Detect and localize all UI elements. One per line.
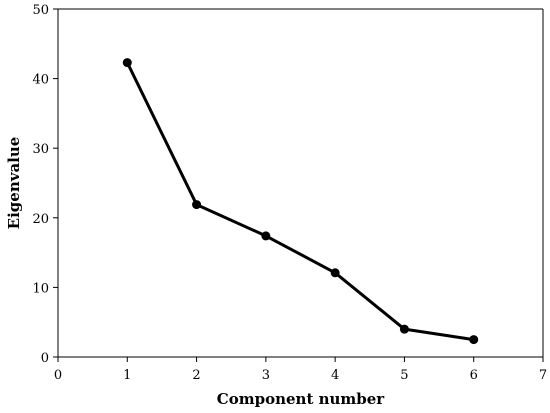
x-tick-label: 3 [262, 368, 270, 383]
x-tick-label: 4 [331, 368, 339, 383]
y-axis-title: Eigenvalue [5, 137, 23, 230]
data-point [122, 58, 132, 68]
x-tick-label: 2 [192, 368, 200, 383]
series-layer [122, 58, 479, 345]
x-tick-label: 7 [539, 368, 547, 383]
x-tick-label: 1 [123, 368, 131, 383]
x-axis-ticks: 0 1 2 3 4 5 6 7 [54, 357, 547, 383]
data-point [261, 231, 271, 241]
x-tick-label: 5 [400, 368, 408, 383]
data-point [192, 200, 202, 210]
data-point [469, 335, 479, 345]
x-axis-title: Component number [217, 390, 386, 408]
data-point [399, 324, 409, 334]
y-tick-label: 10 [32, 281, 49, 296]
y-axis-ticks: 0 10 20 30 40 50 [32, 3, 58, 366]
y-tick-label: 20 [32, 212, 49, 227]
data-point [330, 268, 340, 278]
y-tick-label: 30 [32, 142, 49, 157]
y-tick-label: 40 [32, 73, 49, 88]
x-tick-label: 0 [54, 368, 62, 383]
y-tick-label: 50 [32, 3, 49, 18]
series-line [125, 61, 474, 342]
y-tick-label: 0 [41, 351, 49, 366]
plot-area-frame [57, 8, 544, 358]
x-tick-label: 6 [470, 368, 478, 383]
